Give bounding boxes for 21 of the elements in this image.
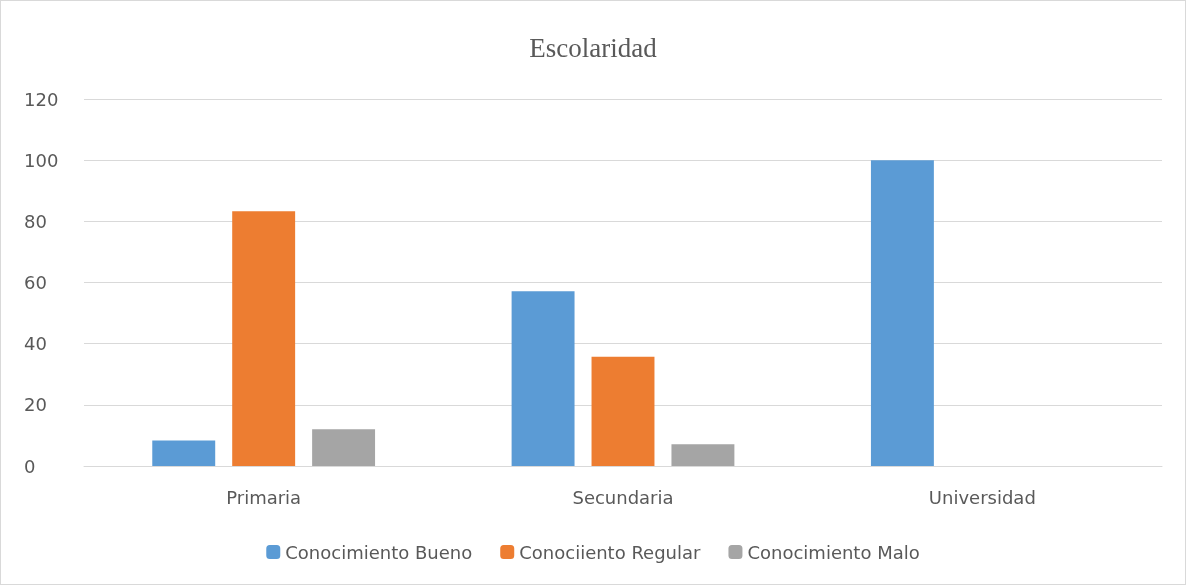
legend-label: Conocimiento Malo [747,541,920,563]
x-tick-label: Primaria [226,486,302,508]
bar [671,444,735,466]
x-tick-label: Secundaria [572,486,674,508]
bar [232,211,296,466]
bar [591,356,655,466]
y-tick-label: 120 [24,88,59,110]
bar [312,429,376,466]
bar [511,291,575,466]
y-tick-label: 40 [24,333,47,355]
y-tick-label: 60 [24,272,47,293]
y-tick-label: 0 [24,455,36,477]
legend-label: Conociiento Regular [519,541,702,563]
legend-label: Conocimiento Bueno [285,541,473,563]
y-tick-label: 20 [24,394,47,416]
bar [870,160,934,466]
bar [152,440,216,466]
chart-title: Escolaridad [529,32,658,63]
x-tick-label: Universidad [928,486,1036,508]
y-tick-label: 100 [24,149,59,171]
y-tick-label: 80 [24,210,47,232]
